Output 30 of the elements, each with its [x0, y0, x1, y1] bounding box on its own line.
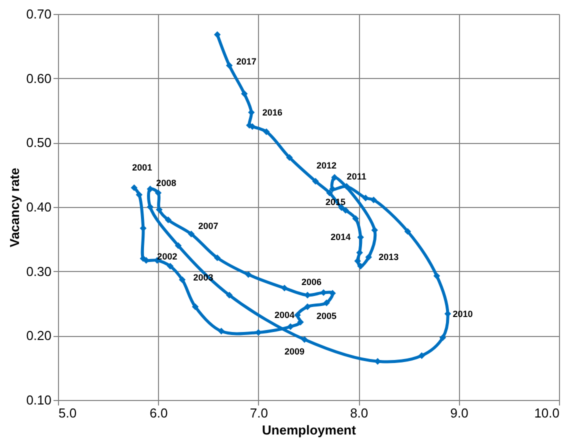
annotation: 2008 [156, 178, 176, 188]
x-tick-label: 7.0 [250, 406, 268, 420]
x-tick-label: 6.0 [150, 406, 168, 420]
y-tick-label: 0.40 [26, 200, 52, 214]
x-tick-label: 9.0 [450, 406, 468, 420]
annotation: 2007 [198, 221, 218, 232]
annotation: 2011 [346, 171, 366, 182]
annotation: 2009 [284, 346, 305, 357]
annotation: 2016 [262, 107, 282, 118]
x-tick-label: 5.0 [58, 406, 77, 420]
annotation: 2004 [274, 310, 294, 320]
y-tick-label: 0.60 [26, 70, 52, 86]
annotation: 2012 [316, 160, 337, 170]
y-axis-title: Vacancy rate [7, 168, 22, 248]
x-axis-title: Unemployment [262, 422, 357, 438]
annotation: 2013 [378, 252, 399, 262]
x-tick-label: 8.0 [350, 406, 368, 420]
y-tick-label: 0.70 [26, 6, 52, 22]
y-tick-label: 0.50 [26, 135, 52, 150]
y-tick-label: 0.20 [26, 328, 52, 344]
annotation: 2006 [301, 277, 322, 288]
y-tick-label: 0.30 [26, 264, 52, 279]
y-tick-label: 0.10 [26, 392, 52, 408]
annotation: 2014 [330, 232, 351, 242]
annotation: 2002 [157, 251, 178, 262]
annotation: 2017 [236, 56, 256, 66]
annotation: 2010 [452, 308, 473, 319]
x-tick-label: 10.0 [534, 406, 560, 420]
annotation: 2001 [132, 162, 152, 173]
annotation: 2005 [316, 310, 337, 321]
